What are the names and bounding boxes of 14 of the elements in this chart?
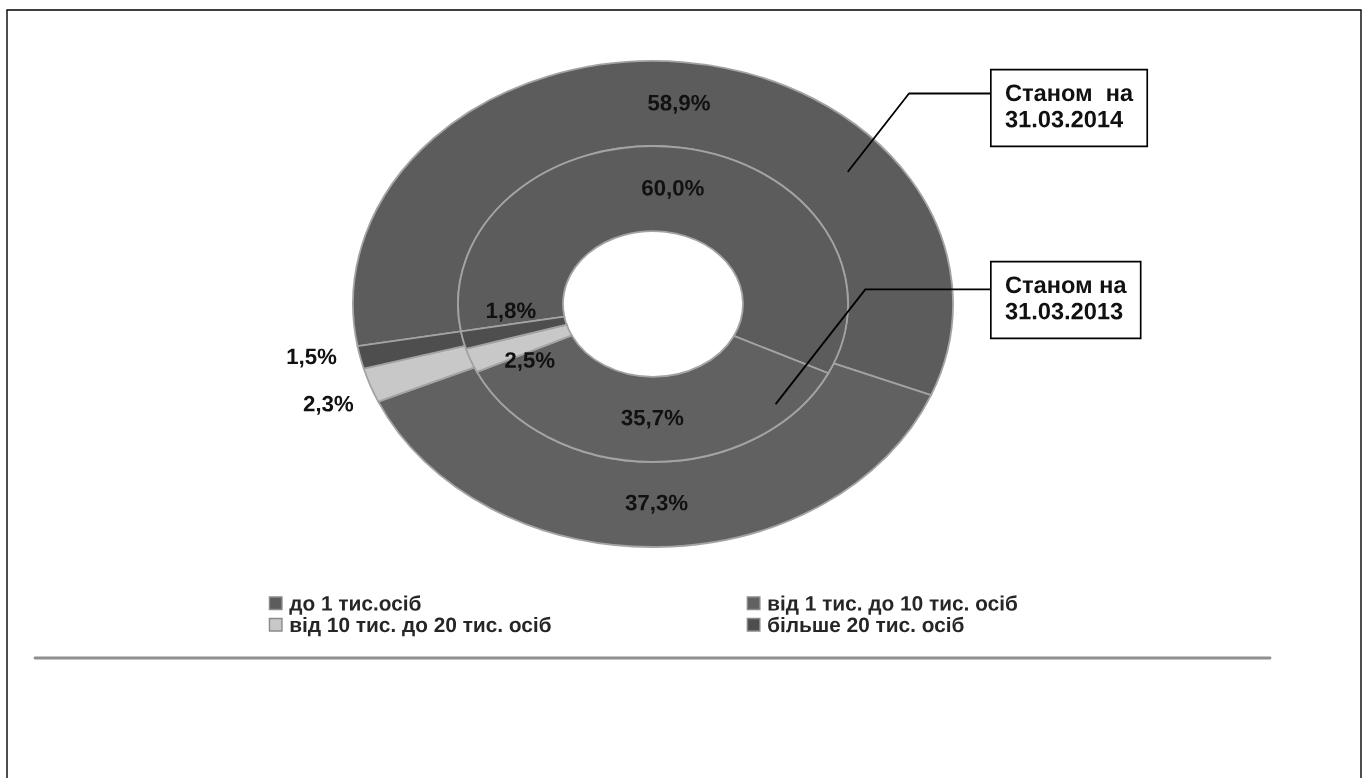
data-label: 60,0% [642, 179, 704, 199]
slice-label: Станом на 31.03.2014 [1005, 84, 1134, 128]
data-label: 2,3% [303, 395, 354, 415]
data-label: 35,7% [621, 409, 684, 429]
slice-label: Станом на 31.03.2013 [1005, 276, 1127, 320]
legend-label: від 10 тис. до 20 тис. осіб [290, 616, 551, 637]
legend-label: більше 20 тис. осіб [768, 616, 964, 633]
data-label: 2,5% [505, 352, 555, 372]
data-label: 37,3% [625, 494, 688, 514]
data-label: 1,5% [287, 348, 337, 368]
legend-label: до 1 тис.осіб [289, 595, 421, 615]
legend-label: від 1 тис. до 10 тис. осіб [768, 595, 1018, 615]
data-label: 1,8% [486, 302, 536, 322]
data-label: 58,9% [648, 94, 710, 114]
